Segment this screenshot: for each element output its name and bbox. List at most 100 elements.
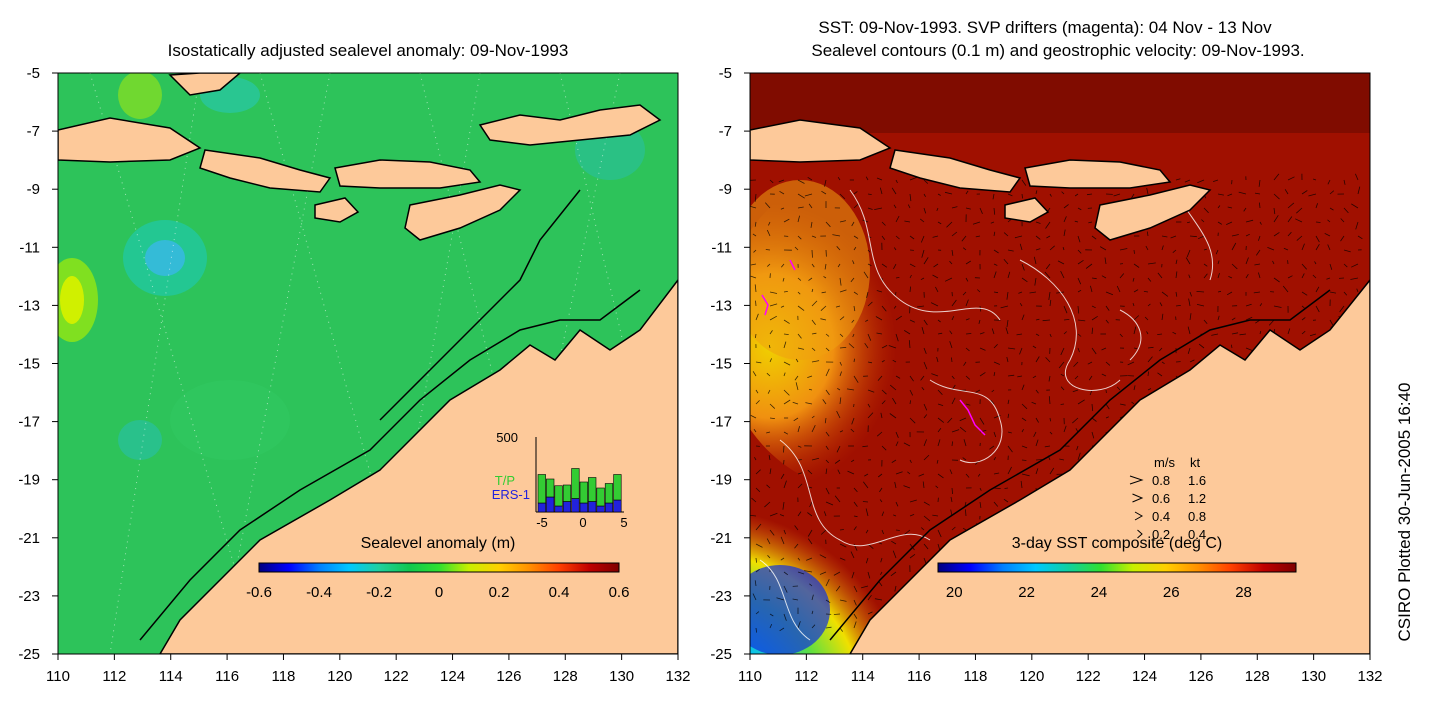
left-lat-label-0: -5 xyxy=(27,65,40,82)
right-map-panel: SST: 09-Nov-1993. SVP drifters (magenta)… xyxy=(749,18,1371,655)
left-lon-label-2: 114 xyxy=(159,668,183,685)
speed-legend-kt-3: 0.4 xyxy=(1188,527,1206,542)
left-lon-label-0: 110 xyxy=(46,668,70,685)
right-lon-label-0: 110 xyxy=(738,668,762,685)
anomaly-low-south xyxy=(118,420,162,460)
inset-bar-tp-2 xyxy=(554,485,563,507)
right-lon-label-4: 118 xyxy=(963,668,987,685)
inset-bar-ers-9 xyxy=(613,499,622,513)
speed-legend-arrow-0 xyxy=(1129,475,1144,485)
right-lat-label-3: -11 xyxy=(711,239,732,256)
speed-legend-ms-1: 0.6 xyxy=(1152,491,1170,506)
left-panel-title: Isostatically adjusted sealevel anomaly:… xyxy=(168,41,569,60)
left-lat-label-1: -7 xyxy=(27,123,40,140)
right-lon-label-9: 128 xyxy=(1245,668,1270,685)
inset-bar-ers-3 xyxy=(562,501,572,513)
anomaly-patch xyxy=(170,380,290,460)
left-colorbar-label: Sealevel anomaly (m) xyxy=(361,535,516,552)
left-lat-label-3: -11 xyxy=(19,239,40,256)
inset-xtick-right: 5 xyxy=(620,515,627,530)
right-lat-label-6: -17 xyxy=(710,414,732,431)
left-lon-label-4: 118 xyxy=(271,668,295,685)
anomaly-high-core xyxy=(60,276,84,324)
left-colorbar-tick-6: 0.6 xyxy=(609,584,630,601)
left-colorbar-tick-2: -0.2 xyxy=(366,584,392,601)
inset-bar-ers-6 xyxy=(588,501,597,513)
right-lat-label-9: -23 xyxy=(710,588,732,605)
australia-landmass-right xyxy=(849,278,1370,654)
inset-bar-ers-1 xyxy=(546,496,555,513)
left-lat-label-10: -25 xyxy=(18,646,40,663)
map-axes: -5 -7 -9 -11 -13 -15 -17 -19 -21 -23 -25 110 112 114 1… xyxy=(18,65,1382,685)
speed-legend-kt-0: 1.6 xyxy=(1188,473,1206,488)
right-lon-label-10: 130 xyxy=(1301,668,1326,685)
left-colorbar-tick-0: -0.6 xyxy=(246,584,272,601)
plot-credit-label: CSIRO Plotted 30-Jun-2005 16:40 xyxy=(1395,383,1414,642)
right-lon-label-3: 116 xyxy=(907,668,931,685)
left-lon-label-8: 126 xyxy=(496,668,521,685)
left-lon-label-3: 116 xyxy=(215,668,239,685)
speed-legend-ms-2: 0.4 xyxy=(1152,509,1170,524)
right-lat-label-8: -21 xyxy=(710,530,732,547)
right-lat-label-5: -15 xyxy=(710,356,732,373)
left-colorbar-bar xyxy=(258,562,620,573)
inset-ymax-label: 500 xyxy=(496,430,518,445)
left-colorbar-tick-4: 0.2 xyxy=(489,584,510,601)
inset-bar-tp-3 xyxy=(562,484,572,502)
inset-xtick-left: -5 xyxy=(536,515,548,530)
shelf-contour-north xyxy=(379,189,581,421)
right-lat-label-1: -7 xyxy=(719,123,732,140)
left-colorbar-tick-1: -0.4 xyxy=(306,584,332,601)
left-colorbar: Sealevel anomaly (m) -0.6 -0.4 -0.2 0 0.2 0.4… xyxy=(246,535,629,601)
speed-legend-arrow-2 xyxy=(1134,511,1144,521)
right-lon-label-8: 126 xyxy=(1188,668,1213,685)
right-lon-label-5: 120 xyxy=(1019,668,1044,685)
left-lat-label-5: -15 xyxy=(18,356,40,373)
left-lon-label-11: 132 xyxy=(665,668,690,685)
inset-bar-tp-0 xyxy=(537,474,546,504)
speed-legend-header-ms: m/s xyxy=(1154,455,1175,470)
left-map-panel: Isostatically adjusted sealevel anomaly:… xyxy=(57,41,679,655)
inset-bar-ers-0 xyxy=(537,502,546,513)
right-colorbar-label: 3-day SST composite (deg C) xyxy=(1012,535,1222,552)
left-lon-label-10: 130 xyxy=(609,668,634,685)
speed-legend-rows: 0.8 1.6 0.6 1.2 0.4 0.8 0.2 0.4 xyxy=(1129,473,1206,542)
right-colorbar-tick-1: 22 xyxy=(1018,584,1035,601)
anomaly-high-north xyxy=(118,73,162,119)
shelf-contour-right xyxy=(829,289,1331,641)
right-panel-title-line1: SST: 09-Nov-1993. SVP drifters (magenta)… xyxy=(818,18,1272,37)
speed-legend-ms-0: 0.8 xyxy=(1152,473,1170,488)
inset-bar-tp-6 xyxy=(588,477,597,502)
inset-bar-ers-4 xyxy=(571,498,580,513)
right-lat-label-2: -9 xyxy=(719,181,732,198)
sst-warm-tongue xyxy=(750,180,870,360)
right-map-area xyxy=(750,73,1370,654)
left-colorbar-ticks: -0.6 -0.4 -0.2 0 0.2 0.4 0.6 xyxy=(246,584,629,601)
right-colorbar: 3-day SST composite (deg C) 20 22 24 26 28 xyxy=(937,535,1297,601)
right-lon-label-6: 122 xyxy=(1076,668,1101,685)
right-panel-title-line2: Sealevel contours (0.1 m) and geostrophi… xyxy=(811,41,1304,60)
right-colorbar-ticks: 20 22 24 26 28 xyxy=(946,584,1252,601)
right-colorbar-tick-0: 20 xyxy=(946,584,963,601)
inset-xtick-mid: 0 xyxy=(579,515,586,530)
left-colorbar-tick-3: 0 xyxy=(435,584,443,601)
inset-bar-tp-4 xyxy=(571,468,580,499)
speed-legend-arrow-1 xyxy=(1132,493,1144,503)
left-lon-label-6: 122 xyxy=(384,668,409,685)
velocity-scale-legend: m/s kt 0.8 1.6 0.6 1.2 0.4 0.8 0.2 0.4 xyxy=(1129,455,1206,542)
right-lon-label-7: 124 xyxy=(1132,668,1157,685)
left-lat-label-4: -13 xyxy=(18,297,40,314)
right-lon-label-11: 132 xyxy=(1357,668,1382,685)
australia-landmass xyxy=(159,278,678,654)
left-lon-label-5: 120 xyxy=(327,668,352,685)
sst-coldest-patch xyxy=(750,565,830,654)
left-lon-label-9: 128 xyxy=(553,668,578,685)
inset-bar-ers-7 xyxy=(596,505,605,513)
right-colorbar-tick-2: 24 xyxy=(1091,584,1108,601)
left-lat-label-7: -19 xyxy=(18,472,40,489)
speed-legend-ms-3: 0.2 xyxy=(1152,527,1170,542)
left-lat-label-6: -17 xyxy=(18,414,40,431)
left-map-area xyxy=(58,73,678,654)
inset-bar-tp-7 xyxy=(596,487,605,507)
